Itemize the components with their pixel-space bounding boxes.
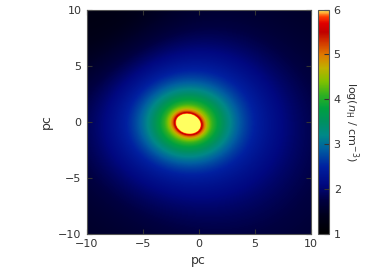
Y-axis label: $\log(n_{\rm H}\ /\ \rm{cm}^{-3})$: $\log(n_{\rm H}\ /\ \rm{cm}^{-3})$	[342, 82, 360, 162]
X-axis label: pc: pc	[191, 254, 206, 268]
Y-axis label: pc: pc	[40, 114, 53, 129]
